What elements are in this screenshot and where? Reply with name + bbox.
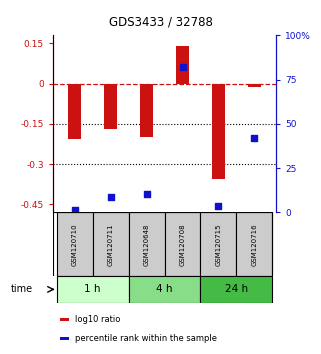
- Bar: [104, 84, 117, 129]
- Text: percentile rank within the sample: percentile rank within the sample: [75, 334, 217, 343]
- Bar: [201, 212, 237, 276]
- Text: GSM120716: GSM120716: [251, 223, 257, 266]
- Bar: [60, 318, 69, 321]
- Point: [108, 194, 113, 200]
- Point: [216, 203, 221, 209]
- Bar: [56, 212, 92, 276]
- Bar: [248, 84, 261, 87]
- Text: log10 ratio: log10 ratio: [75, 315, 121, 324]
- Bar: [176, 46, 189, 84]
- Bar: [60, 337, 69, 340]
- Text: GDS3433 / 32788: GDS3433 / 32788: [108, 16, 213, 29]
- Text: 1 h: 1 h: [84, 284, 101, 295]
- Bar: [237, 212, 273, 276]
- Bar: [128, 276, 201, 303]
- Point: [72, 207, 77, 212]
- Bar: [92, 212, 128, 276]
- Text: GSM120710: GSM120710: [72, 223, 78, 266]
- Text: GSM120648: GSM120648: [143, 223, 150, 266]
- Text: 24 h: 24 h: [225, 284, 248, 295]
- Text: time: time: [11, 284, 33, 295]
- Text: GSM120715: GSM120715: [215, 223, 221, 266]
- Point: [180, 64, 185, 70]
- Bar: [128, 212, 165, 276]
- Bar: [68, 84, 81, 139]
- Bar: [165, 212, 201, 276]
- Point: [144, 191, 149, 197]
- Bar: [56, 276, 128, 303]
- Text: GSM120708: GSM120708: [179, 223, 186, 266]
- Text: 4 h: 4 h: [156, 284, 173, 295]
- Bar: [201, 276, 273, 303]
- Text: GSM120711: GSM120711: [108, 223, 114, 266]
- Point: [252, 135, 257, 141]
- Bar: [140, 84, 153, 137]
- Bar: [212, 84, 225, 179]
